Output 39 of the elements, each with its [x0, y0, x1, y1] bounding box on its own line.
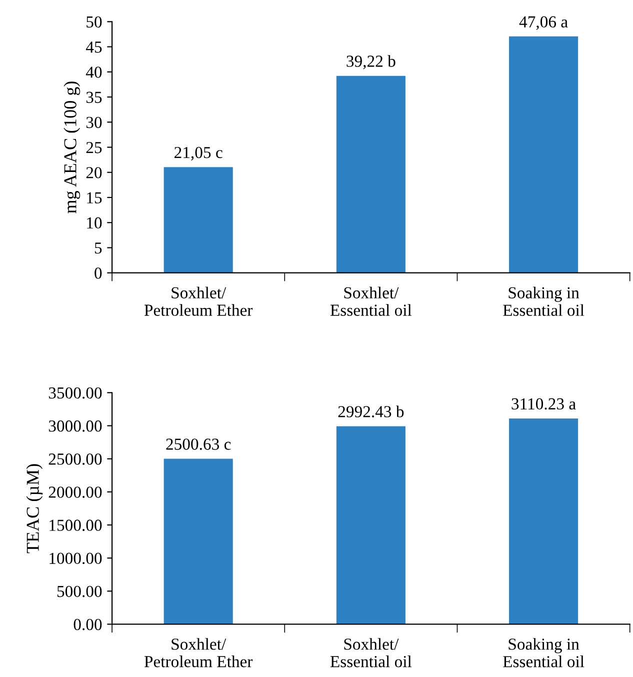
x-tick-label: Soxhlet/ Petroleum Ether	[144, 638, 253, 668]
y-tick-label: 35	[86, 92, 102, 103]
x-tick-label: Soxhlet/ Essential oil	[330, 638, 412, 668]
y-axis-title: mg AEAC (100 g)	[64, 82, 80, 214]
y-tick-label: 30	[86, 116, 102, 128]
x-tick-label: Soaking in Essential oil	[503, 638, 584, 668]
y-tick-label: 2000.00	[48, 486, 102, 498]
y-tick-label: 25	[86, 142, 102, 154]
y-tick-label: 10	[87, 217, 102, 229]
bar	[509, 36, 578, 273]
y-tick-label: 45	[86, 42, 102, 53]
x-tick-label: Soxhlet/ Petroleum Ether	[144, 286, 253, 316]
y-tick-label: 500.00	[57, 586, 102, 598]
bar	[164, 167, 233, 273]
bar	[336, 76, 406, 273]
y-tick-label: 3500.00	[48, 387, 102, 399]
y-tick-label: 1000.00	[50, 552, 102, 564]
data-label: 2500.63 c	[166, 438, 231, 450]
y-tick-label: 20	[86, 167, 102, 178]
y-tick-label: 40	[86, 66, 102, 78]
x-tick-label: Soaking in Essential oil	[503, 286, 584, 316]
y-tick-label: 0	[94, 268, 102, 279]
data-label: 39,22 b	[346, 55, 396, 70]
y-tick-label: 2500.00	[48, 454, 102, 465]
y-tick-label: 3000.00	[48, 420, 102, 432]
y-tick-label: 0.00	[74, 618, 102, 630]
y-tick-label: 50	[86, 16, 102, 28]
data-label: 47,06 a	[519, 16, 568, 30]
y-axis-title: TEAC (µM)	[26, 464, 43, 554]
data-label: 2992.43 b	[338, 406, 404, 418]
data-label: 3110.23 a	[512, 398, 576, 410]
y-tick-label: 1500.00	[50, 520, 102, 531]
data-label: 21,05 c	[174, 146, 222, 161]
bar	[164, 458, 233, 624]
y-tick-label: 15	[87, 192, 102, 204]
bar	[509, 418, 578, 624]
bar	[336, 426, 406, 624]
y-tick-label: 5	[94, 242, 102, 254]
x-tick-label: Soxhlet/ Essential oil	[330, 286, 412, 316]
